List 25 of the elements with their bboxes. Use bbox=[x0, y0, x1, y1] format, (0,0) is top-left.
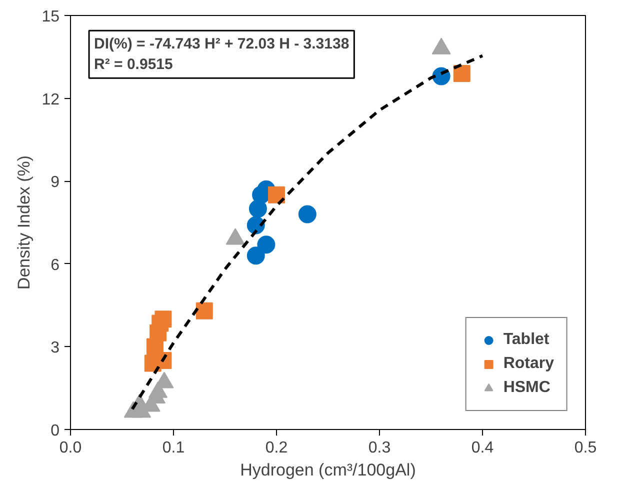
point bbox=[298, 205, 316, 224]
x-tick-label: 0.5 bbox=[574, 440, 597, 456]
y-tick-label: 6 bbox=[50, 256, 60, 274]
x-tick-label: 0.3 bbox=[368, 440, 391, 456]
point bbox=[268, 186, 285, 204]
point bbox=[453, 64, 470, 82]
point bbox=[154, 310, 172, 328]
x-tick-label: 0.4 bbox=[471, 440, 494, 456]
x-tick-label: 0.0 bbox=[59, 440, 82, 456]
point bbox=[246, 246, 265, 265]
y-tick-label: 3 bbox=[50, 340, 60, 357]
x-tick-label: 0.2 bbox=[265, 440, 288, 456]
point bbox=[196, 302, 213, 320]
legend-label: HSMC bbox=[503, 379, 550, 397]
x-axis-title: Hydrogen (cm³/100gAl) bbox=[240, 460, 416, 480]
y-tick-label: 12 bbox=[42, 91, 60, 108]
legend-label: Rotary bbox=[503, 355, 554, 373]
legend-label: Tablet bbox=[503, 331, 550, 349]
y-tick-label: 15 bbox=[42, 8, 60, 26]
y-tick-label: 9 bbox=[50, 174, 60, 192]
y-tick-label: 0 bbox=[50, 422, 60, 440]
y-axis-title: Density Index (%) bbox=[14, 155, 34, 290]
point bbox=[257, 236, 276, 254]
annotation: DI(%) = -74.743 H² + 72.03 H - 3.3138 R² = 0.9515 bbox=[94, 36, 350, 74]
x-tick-label: 0.1 bbox=[162, 440, 185, 456]
